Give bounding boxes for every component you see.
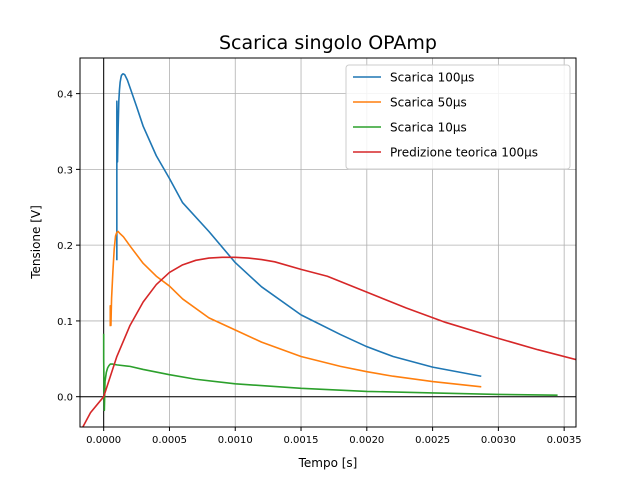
x-tick-label-2: 0.0010 xyxy=(218,435,253,446)
y-tick-label-2: 0.2 xyxy=(57,241,73,252)
legend-label-0: Scarica 100μs xyxy=(390,71,474,85)
chart-title: Scarica singolo OPAmp xyxy=(219,32,437,54)
legend: Scarica 100μs Scarica 50μs Scarica 10μs Pre… xyxy=(345,64,571,170)
y-tick-label-4: 0.4 xyxy=(57,90,73,101)
x-tick-label-6: 0.0030 xyxy=(481,435,516,446)
plot-frame xyxy=(79,57,577,428)
legend-label-3: Predizione teorica 100μs xyxy=(390,146,538,160)
x-tick-label-1: 0.0005 xyxy=(152,435,187,446)
legend-label-2: Scarica 10μs xyxy=(390,121,467,135)
x-tick-label-5: 0.0025 xyxy=(415,435,450,446)
y-axis-label: Tensione [V] xyxy=(29,205,43,280)
series-line-1 xyxy=(109,230,482,388)
x-tick-label-7: 0.0035 xyxy=(547,435,582,446)
series-line-0 xyxy=(116,73,482,378)
y-tick-label-0: 0.0 xyxy=(57,393,73,404)
legend-box xyxy=(345,64,571,170)
y-tick-label-1: 0.1 xyxy=(57,317,73,328)
y-tick-label-3: 0.3 xyxy=(57,165,73,176)
series-line-2 xyxy=(102,333,558,412)
x-axis-label: Tempo [s] xyxy=(298,456,358,470)
x-tick-label-0: 0.0000 xyxy=(86,435,121,446)
plot-area: 0.0000 0.0005 0.0010 0.0015 0.0020 0.0025 0.00… xyxy=(57,57,582,446)
x-tick-label-4: 0.0020 xyxy=(349,435,384,446)
legend-label-1: Scarica 50μs xyxy=(390,96,467,110)
x-tick-label-3: 0.0015 xyxy=(284,435,319,446)
series-group xyxy=(81,73,576,427)
series-line-3 xyxy=(81,256,576,427)
